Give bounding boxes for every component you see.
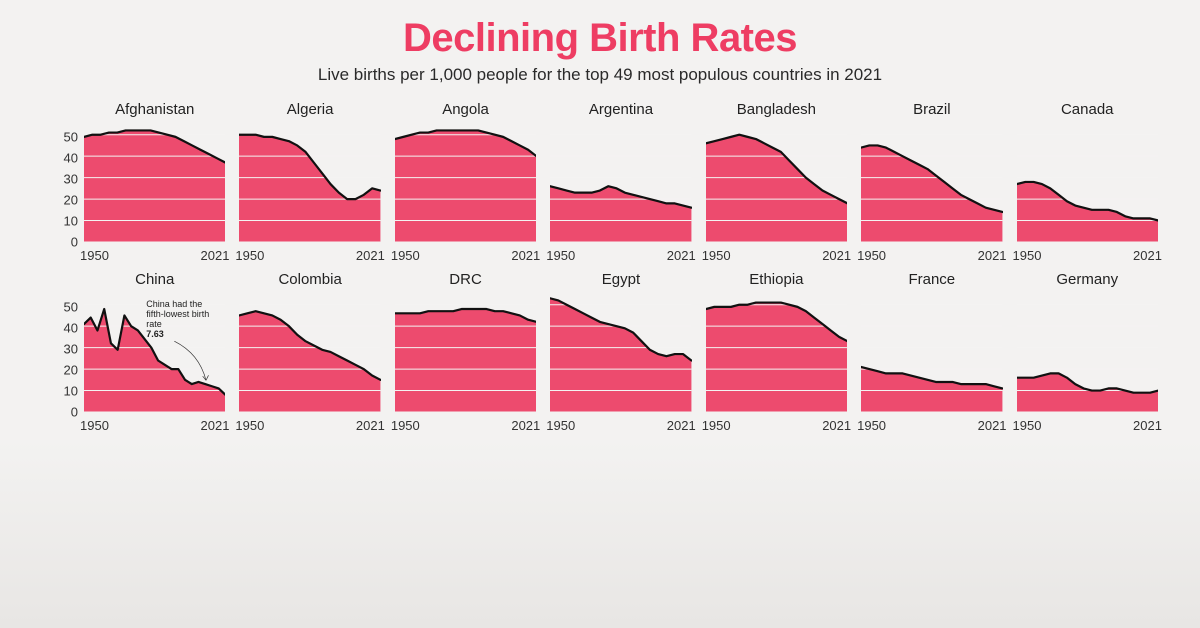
annotation-arrow-icon: [166, 334, 216, 390]
chart-panel: Algeria: [239, 101, 380, 242]
x-axis-segment: 1950 2021: [84, 418, 225, 433]
x-axis-segment: 1950 2021: [550, 248, 691, 263]
y-tick-label: 0: [48, 406, 78, 419]
y-tick-label: 40: [48, 152, 78, 165]
x-tick-label: 1950: [391, 418, 420, 433]
x-tick-label: 1950: [235, 248, 264, 263]
x-axis-segment: 1950 2021: [395, 248, 536, 263]
y-tick-label: 50: [48, 131, 78, 144]
x-axis: 1950 20211950 20211950 20211950 20211950…: [42, 418, 1158, 433]
x-axis-segment: 1950 2021: [706, 418, 847, 433]
x-tick-label: 1950: [80, 248, 109, 263]
panel-title: Bangladesh: [737, 101, 816, 118]
chart-area: [1017, 294, 1158, 412]
chart-panel: Argentina: [550, 101, 691, 242]
chart-area: [706, 294, 847, 412]
x-axis-segment: 1950 2021: [861, 248, 1002, 263]
chart-area: [239, 124, 380, 242]
x-axis-segment: 1950 2021: [706, 248, 847, 263]
y-axis: 01020304050: [48, 294, 78, 412]
chart-panel: Germany: [1017, 271, 1158, 412]
chart-panel: Colombia: [239, 271, 380, 412]
y-tick-label: 10: [48, 385, 78, 398]
x-tick-label: 1950: [80, 418, 109, 433]
chart-panel: Afghanistan: [84, 101, 225, 242]
y-tick-label: 40: [48, 322, 78, 335]
x-axis-segment: 1950 2021: [239, 248, 380, 263]
panel-title: Algeria: [287, 101, 334, 118]
x-axis-segment: 1950 2021: [861, 418, 1002, 433]
chart-area: [861, 124, 1002, 242]
y-tick-label: 20: [48, 364, 78, 377]
chart-area: [1017, 124, 1158, 242]
chart-panel: DRC: [395, 271, 536, 412]
chart-panel: Ethiopia: [706, 271, 847, 412]
panel-title: Brazil: [913, 101, 951, 118]
panel-title: Colombia: [278, 271, 341, 288]
x-axis-segment: 1950 2021: [1017, 248, 1158, 263]
x-axis-segment: 1950 2021: [84, 248, 225, 263]
panel-title: France: [908, 271, 955, 288]
panel-title: Canada: [1061, 101, 1114, 118]
panel-title: Germany: [1056, 271, 1118, 288]
chart-area: China had thefifth-lowest birthrate7.63: [84, 294, 225, 412]
y-tick-label: 30: [48, 343, 78, 356]
panel-title: Angola: [442, 101, 489, 118]
chart-area: [550, 294, 691, 412]
chart-area: [706, 124, 847, 242]
page-subtitle: Live births per 1,000 people for the top…: [0, 65, 1200, 85]
chart-area: [239, 294, 380, 412]
y-axis: 01020304050: [48, 124, 78, 242]
x-tick-label: 1950: [235, 418, 264, 433]
chart-panel: Angola: [395, 101, 536, 242]
chart-area: [861, 294, 1002, 412]
x-tick-label: 1950: [391, 248, 420, 263]
x-tick-label: 1950: [1013, 248, 1042, 263]
panel-title: DRC: [449, 271, 482, 288]
chart-area: [550, 124, 691, 242]
y-tick-label: 30: [48, 173, 78, 186]
x-tick-label: 1950: [857, 248, 886, 263]
x-tick-label: 1950: [546, 418, 575, 433]
x-axis: 1950 20211950 20211950 20211950 20211950…: [42, 248, 1158, 263]
y-tick-label: 10: [48, 215, 78, 228]
panel-title: China: [135, 271, 174, 288]
x-tick-label: 1950: [546, 248, 575, 263]
y-tick-label: 20: [48, 194, 78, 207]
chart-area: [395, 124, 536, 242]
x-axis-segment: 1950 2021: [550, 418, 691, 433]
chart-panel: France: [861, 271, 1002, 412]
page-title: Declining Birth Rates: [0, 16, 1200, 61]
chart-area: [395, 294, 536, 412]
chart-panel: Bangladesh: [706, 101, 847, 242]
x-tick-label: 1950: [857, 418, 886, 433]
panel-title: Ethiopia: [749, 271, 803, 288]
panel-title: Afghanistan: [115, 101, 194, 118]
panel-title: Argentina: [589, 101, 653, 118]
y-tick-label: 0: [48, 236, 78, 249]
x-tick-label: 1950: [1013, 418, 1042, 433]
small-multiples-grid: 0 10 20 30 40 50 Afghanistan Algeria Angola Ar…: [0, 85, 1200, 433]
x-axis-segment: 1950 2021: [239, 418, 380, 433]
chart-area: [84, 124, 225, 242]
x-axis-segment: 1950 2021: [1017, 418, 1158, 433]
x-tick-label: 2021: [1133, 248, 1162, 263]
chart-panel: Brazil: [861, 101, 1002, 242]
chart-panel: Egypt: [550, 271, 691, 412]
x-tick-label: 1950: [702, 248, 731, 263]
x-axis-segment: 1950 2021: [395, 418, 536, 433]
x-tick-label: 2021: [1133, 418, 1162, 433]
chart-panel: Canada: [1017, 101, 1158, 242]
y-tick-label: 50: [48, 301, 78, 314]
panel-title: Egypt: [602, 271, 640, 288]
x-tick-label: 1950: [702, 418, 731, 433]
chart-row: 0 10 20 30 40 50 Afghanistan Algeria Angola Ar…: [42, 101, 1158, 263]
chart-row: 0 10 20 30 40 50 China China had thefifth-lowe…: [42, 271, 1158, 433]
chart-panel: China China had thefifth-lowest birthrat…: [84, 271, 225, 412]
